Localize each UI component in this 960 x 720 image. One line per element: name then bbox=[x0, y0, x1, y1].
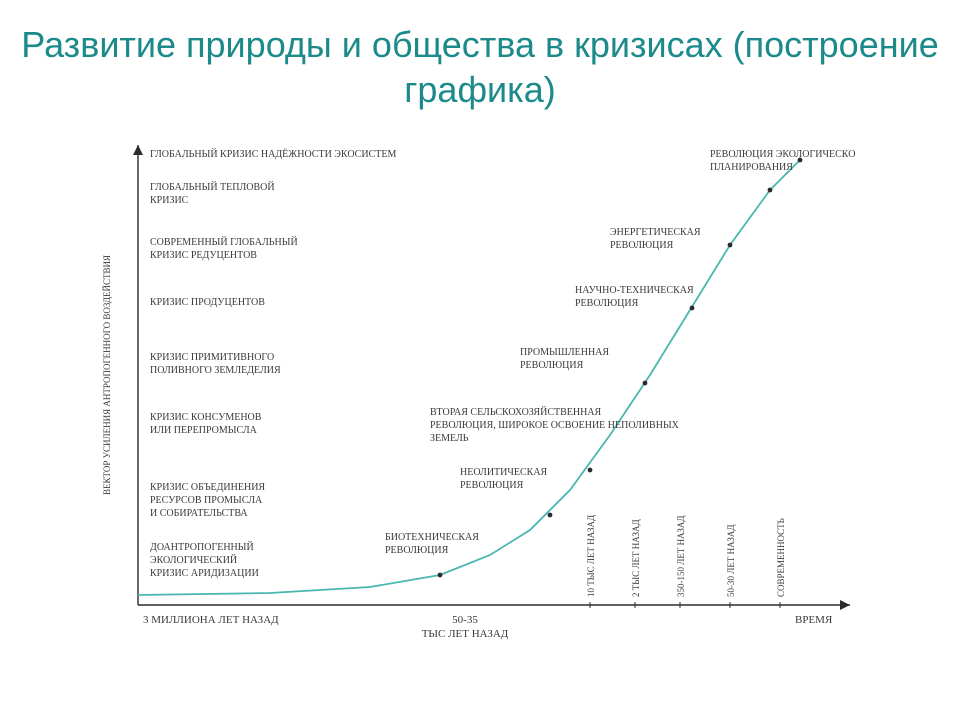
revolution-label: БИОТЕХНИЧЕСКАЯ bbox=[385, 532, 479, 543]
y-label: ПОЛИВНОГО ЗЕМЛЕДЕЛИЯ bbox=[150, 365, 281, 376]
x-mid-label: ТЫС ЛЕТ НАЗАД bbox=[422, 628, 509, 640]
curve-marker bbox=[438, 573, 443, 578]
x-tick-label: 50-30 ЛЕТ НАЗАД bbox=[726, 524, 736, 597]
y-axis-label: ВЕКТОР УСИЛЕНИЯ АНТРОПОГЕННОГО ВОЗДЕЙСТВ… bbox=[102, 255, 112, 495]
revolution-label: РЕВОЛЮЦИЯ bbox=[610, 240, 674, 251]
revolution-label: РЕВОЛЮЦИЯ bbox=[385, 545, 449, 556]
y-label: СОВРЕМЕННЫЙ ГЛОБАЛЬНЫЙ bbox=[150, 236, 298, 248]
revolution-label: ЭНЕРГЕТИЧЕСКАЯ bbox=[610, 227, 701, 238]
revolution-label: НАУЧНО-ТЕХНИЧЕСКАЯ bbox=[575, 285, 694, 296]
curve-marker bbox=[690, 306, 695, 311]
y-label: КРИЗИС КОНСУМЕНОВ bbox=[150, 412, 262, 423]
y-label: КРИЗИС РЕДУЦЕНТОВ bbox=[150, 250, 257, 261]
chart-svg: ГЛОБАЛЬНЫЙ КРИЗИС НАДЁЖНОСТИ ЭКОСИСТЕМ ГЛ… bbox=[90, 135, 890, 695]
curve-marker bbox=[728, 243, 733, 248]
y-label: РЕСУРСОВ ПРОМЫСЛА bbox=[150, 495, 263, 506]
y-label: КРИЗИС ПРИМИТИВНОГО bbox=[150, 352, 274, 363]
y-label: КРИЗИС ПРОДУЦЕНТОВ bbox=[150, 297, 265, 308]
x-axis-label: ВРЕМЯ bbox=[795, 614, 833, 626]
revolution-label: ЗЕМЕЛЬ bbox=[430, 433, 469, 444]
curve-marker bbox=[768, 188, 773, 193]
curve bbox=[138, 160, 800, 595]
y-label: ДОАНТРОПОГЕННЫЙ bbox=[150, 541, 254, 553]
y-label: ГЛОБАЛЬНЫЙ ТЕПЛОВОЙ bbox=[150, 181, 275, 193]
y-label: ЭКОЛОГИЧЕСКИЙ bbox=[150, 554, 237, 566]
x-axis-arrow bbox=[840, 600, 850, 610]
revolution-label: ПЛАНИРОВАНИЯ bbox=[710, 162, 793, 173]
slide-title: Развитие природы и общества в кризисах (… bbox=[0, 22, 960, 112]
y-label: ИЛИ ПЕРЕПРОМЫСЛА bbox=[150, 425, 258, 436]
y-label: КРИЗИС ОБЪЕДИНЕНИЯ bbox=[150, 482, 265, 493]
x-tick-label: 2 ТЫС ЛЕТ НАЗАД bbox=[631, 519, 641, 597]
revolution-label: РЕВОЛЮЦИЯ bbox=[460, 480, 524, 491]
slide: Развитие природы и общества в кризисах (… bbox=[0, 0, 960, 720]
revolution-label: РЕВОЛЮЦИЯ, ШИРОКОЕ ОСВОЕНИЕ НЕПОЛИВНЫХ bbox=[430, 420, 680, 431]
curve-marker bbox=[588, 468, 593, 473]
x-tick-label: 10 ТЫС ЛЕТ НАЗАД bbox=[586, 515, 596, 597]
x-tick-label: СОВРЕМЕННОСТЬ bbox=[776, 518, 786, 597]
y-label: КРИЗИС АРИДИЗАЦИИ bbox=[150, 568, 259, 579]
revolution-label: НЕОЛИТИЧЕСКАЯ bbox=[460, 467, 548, 478]
x-tick-label: 350-150 ЛЕТ НАЗАД bbox=[676, 515, 686, 597]
curve-marker bbox=[548, 513, 553, 518]
x-mid-label: 50-35 bbox=[452, 614, 478, 626]
revolution-label: РЕВОЛЮЦИЯ bbox=[575, 298, 639, 309]
chart-container: ГЛОБАЛЬНЫЙ КРИЗИС НАДЁЖНОСТИ ЭКОСИСТЕМ ГЛ… bbox=[90, 135, 890, 695]
revolution-label: ПРОМЫШЛЕННАЯ bbox=[520, 347, 609, 358]
y-label: И СОБИРАТЕЛЬСТВА bbox=[150, 508, 248, 519]
y-label: КРИЗИС bbox=[150, 195, 189, 206]
x-start-label: 3 МИЛЛИОНА ЛЕТ НАЗАД bbox=[143, 614, 279, 626]
revolution-label: ВТОРАЯ СЕЛЬСКОХОЗЯЙСТВЕННАЯ bbox=[430, 406, 602, 418]
y-label: ГЛОБАЛЬНЫЙ КРИЗИС НАДЁЖНОСТИ ЭКОСИСТЕМ bbox=[150, 148, 396, 160]
revolution-label: РЕВОЛЮЦИЯ bbox=[520, 360, 584, 371]
y-axis-arrow bbox=[133, 145, 143, 155]
curve-marker bbox=[643, 381, 648, 386]
revolution-label: РЕВОЛЮЦИЯ ЭКОЛОГИЧЕСКО bbox=[710, 149, 855, 160]
